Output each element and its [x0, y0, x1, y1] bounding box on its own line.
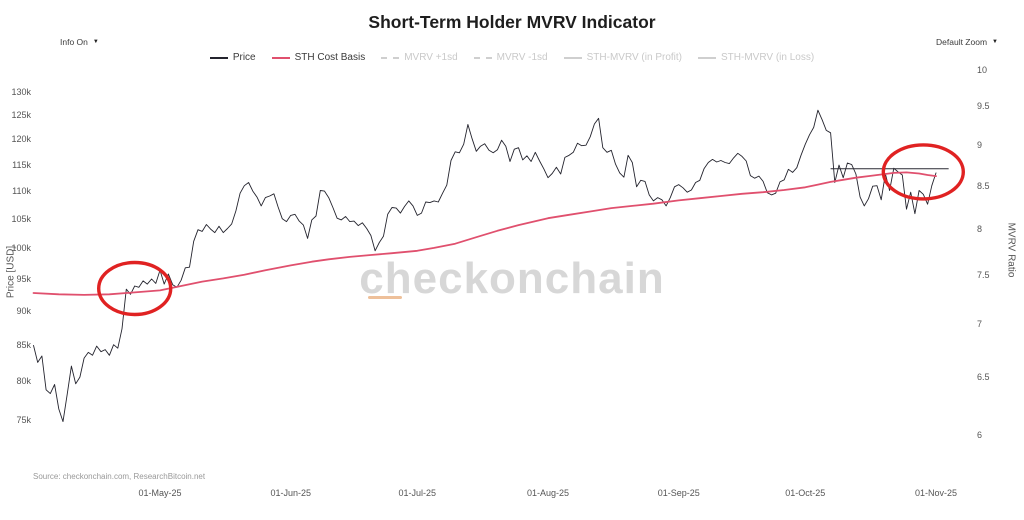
x-axis-tick: 01-Aug-25 [526, 488, 570, 498]
x-axis-tick: 01-Nov-25 [914, 488, 958, 498]
y-axis-left-tick: 110k [12, 186, 31, 197]
series-price [33, 109, 937, 423]
watermark-accent [368, 296, 402, 299]
legend-item-label: STH Cost Basis [294, 52, 366, 63]
legend-item-label: STH-MVRV (in Loss) [721, 52, 815, 63]
legend-line-swatch [381, 56, 400, 59]
x-axis-tick: 01-Jul-25 [398, 488, 437, 498]
chevron-down-icon: ▼ [992, 39, 998, 45]
x-axis-tick: 01-Jun-25 [270, 488, 311, 498]
y-axis-left-tick: 105k [11, 213, 31, 224]
chevron-down-icon: ▼ [92, 39, 99, 45]
page-title: Short-Term Holder MVRV Indicator [368, 12, 656, 32]
y-axis-left-tick: 95k [16, 273, 31, 284]
zoom-select-dropdown[interactable]: Default Zoom ▼ [936, 37, 998, 47]
legend-item-mvrv-1sd[interactable]: MVRV -1sd [473, 52, 548, 63]
y-axis-title-left: Price [USD] [5, 245, 17, 299]
y-axis-right-tick: 7 [977, 319, 983, 330]
legend-item-price[interactable]: Price [209, 52, 256, 63]
legend-item-sth-mvrv-in-loss-[interactable]: STH-MVRV (in Loss) [698, 52, 814, 63]
y-axis-left-tick: 90k [16, 305, 31, 316]
y-axis-right-tick: 6 [977, 429, 983, 440]
y-axis-left-tick: 100k [11, 242, 31, 253]
y-axis-left-tick: 130k [11, 86, 31, 97]
legend-item-label: MVRV +1sd [404, 52, 458, 63]
y-axis-left-tick: 120k [11, 134, 31, 145]
y-axis-left-tick: 115k [12, 159, 31, 170]
y-axis-title-right: MVRV Ratio [1005, 222, 1017, 278]
y-axis-right-tick: 6.5 [977, 372, 990, 383]
chart-legend: Price STH Cost Basis MVRV +1sd MVRV -1sd STH… [0, 52, 1024, 63]
legend-line-swatch [209, 56, 228, 59]
legend-line-swatch [473, 56, 492, 59]
y-axis-left-tick: 75k [16, 414, 31, 425]
x-axis-tick: 01-May-25 [138, 488, 182, 498]
legend-item-label: MVRV -1sd [496, 52, 548, 63]
y-axis-right-tick: 9 [977, 139, 983, 150]
y-axis-right-tick: 7.5 [977, 270, 990, 281]
x-axis-tick: 01-Oct-25 [785, 488, 826, 498]
annotation-ellipse [96, 260, 173, 317]
info-toggle-label: Info On [60, 37, 88, 47]
legend-item-sth-mvrv-in-profit-[interactable]: STH-MVRV (in Profit) [563, 52, 682, 63]
zoom-select-label: Default Zoom [936, 37, 988, 47]
legend-item-mvrv-1sd[interactable]: MVRV +1sd [381, 52, 458, 63]
watermark: checkonchain [359, 254, 665, 303]
legend-item-label: Price [232, 52, 256, 63]
legend-line-swatch [563, 56, 582, 59]
y-axis-left-tick: 85k [16, 339, 31, 350]
y-axis-left-tick: 125k [11, 109, 31, 120]
x-axis-tick: 01-Sep-25 [657, 488, 700, 498]
y-axis-right-tick: 8 [977, 223, 983, 234]
series-sth-cost-basis [32, 171, 937, 296]
y-axis-left-tick: 80k [16, 376, 31, 386]
annotation-ellipse [881, 143, 965, 201]
info-toggle-dropdown[interactable]: Info On ▼ [60, 37, 99, 47]
y-axis-right-tick: 9.5 [977, 101, 990, 112]
source-attribution: Source: checkonchain.com, ResearchBitcoi… [33, 472, 206, 481]
legend-line-swatch [271, 56, 290, 59]
legend-item-label: STH-MVRV (in Profit) [586, 52, 682, 63]
legend-item-sth-cost-basis[interactable]: STH Cost Basis [271, 52, 366, 63]
y-axis-right-tick: 10 [977, 64, 988, 75]
y-axis-right-tick: 8.5 [977, 180, 990, 191]
legend-line-swatch [698, 56, 716, 59]
